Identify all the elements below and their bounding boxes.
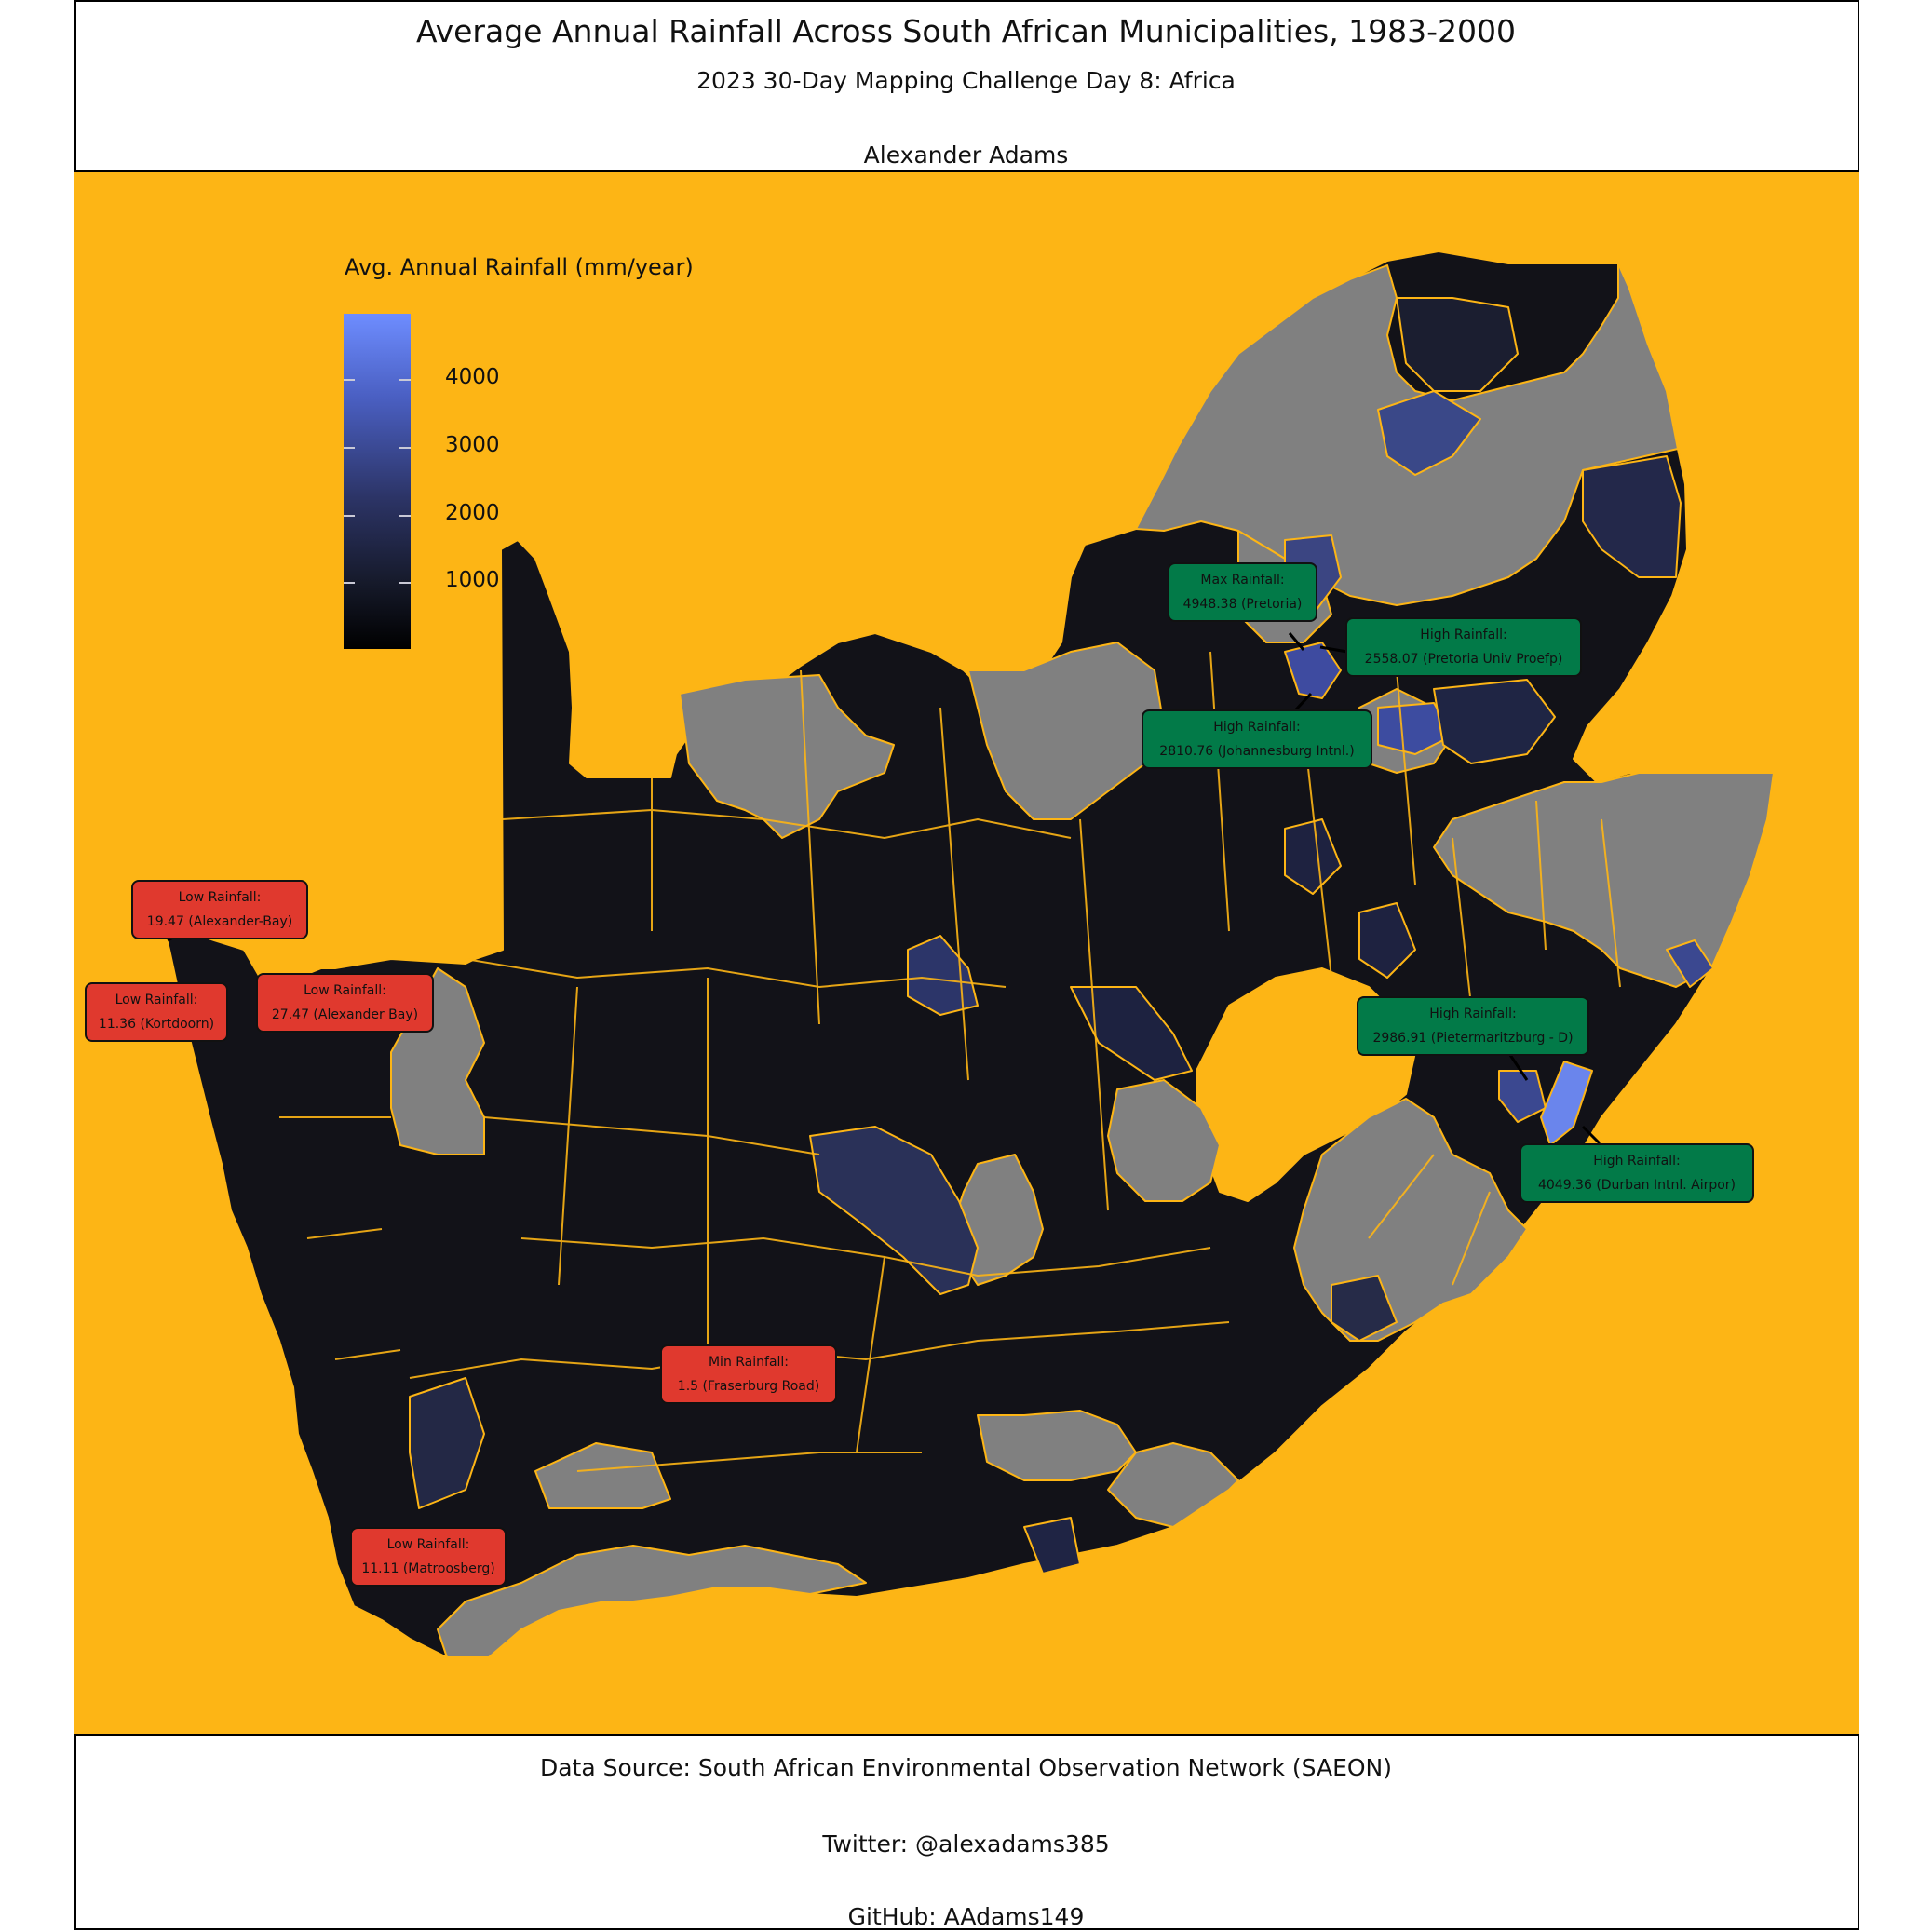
region-ekurhuleni — [1377, 702, 1453, 755]
leader-johannesburg — [1294, 692, 1313, 711]
map-title: Average Annual Rainfall Across South Afr… — [415, 13, 1517, 49]
region-johannesburg — [1284, 642, 1342, 699]
callout-heading: Min Rainfall: — [708, 1355, 790, 1370]
callout-high-pietermaritzburg: High Rainfall: 2986.91 (Pietermaritzburg… — [1357, 996, 1589, 1056]
caption-data-source: Data Source: South African Environmental… — [539, 1754, 1393, 1781]
region-eastern-cape-east — [1331, 1275, 1398, 1342]
region-pietermaritzburg — [1498, 1070, 1547, 1123]
callout-heading: High Rainfall: — [1593, 1154, 1681, 1169]
callout-value: 11.11 (Matroosberg) — [361, 1561, 495, 1576]
callout-heading: Low Rainfall: — [386, 1537, 470, 1552]
region-ne-limpopo — [1396, 297, 1519, 392]
callout-heading: Low Rainfall: — [304, 983, 386, 998]
leader-pretoria-proefp — [1319, 645, 1348, 654]
legend-label-3000: 3000 — [445, 433, 500, 457]
callout-heading: Low Rainfall: — [115, 993, 198, 1007]
region-garden-route-blue — [1023, 1517, 1081, 1574]
legend-tick — [344, 582, 355, 584]
legend-tick — [399, 379, 411, 381]
legend-label-4000: 4000 — [445, 365, 500, 389]
caption-twitter: Twitter: @alexadams385 — [822, 1831, 1110, 1858]
region-karoo-blue — [809, 1126, 979, 1295]
callout-low-alexander-bay: Low Rainfall: 19.47 (Alexander-Bay) — [131, 880, 308, 939]
legend-tick — [344, 379, 355, 381]
leader-pietermaritzburg — [1506, 1051, 1529, 1081]
callout-value: 27.47 (Alexander Bay) — [271, 1007, 419, 1022]
legend-tick — [399, 447, 411, 449]
callout-heading: High Rainfall: — [1429, 1007, 1517, 1021]
callout-high-johannesburg: High Rainfall: 2810.76 (Johannesburg Int… — [1142, 709, 1372, 769]
callout-low-alexander-bay-2: Low Rainfall: 27.47 (Alexander Bay) — [256, 973, 434, 1033]
region-nodata-ec-coast — [1107, 1442, 1239, 1528]
callout-value: 1.5 (Fraserburg Road) — [677, 1379, 820, 1394]
legend-title: Avg. Annual Rainfall (mm/year) — [345, 254, 694, 280]
legend-tick — [344, 447, 355, 449]
callout-value: 4948.38 (Pretoria) — [1182, 597, 1303, 612]
region-nodata-freestate — [1107, 1079, 1221, 1202]
region-northern-cape-blue — [907, 935, 979, 1016]
region-mpumalanga-east — [1582, 455, 1682, 578]
region-durban — [1540, 1061, 1593, 1146]
legend-tick — [399, 515, 411, 517]
leader-pretoria-max — [1288, 632, 1305, 651]
region-nodata-wc-inland — [534, 1442, 671, 1509]
legend-label-1000: 1000 — [445, 568, 500, 592]
callout-value: 4049.36 (Durban Intnl. Airpor) — [1537, 1178, 1736, 1193]
callout-high-pretoria-proefp: High Rainfall: 2558.07 (Pretoria Univ Pr… — [1345, 617, 1582, 677]
callout-low-matroosberg: Low Rainfall: 11.11 (Matroosberg) — [350, 1527, 507, 1587]
region-kzn-inland — [1433, 679, 1556, 764]
callout-heading: Low Rainfall: — [178, 890, 262, 905]
region-ec-blue — [1358, 902, 1416, 979]
callout-low-kortdoorn: Low Rainfall: 11.36 (Kortdoorn) — [85, 982, 228, 1042]
region-kzn-coast-blue — [1666, 939, 1714, 988]
callout-max-pretoria: Max Rainfall: 4948.38 (Pretoria) — [1168, 562, 1317, 622]
caption-github: GitHub: AAdams149 — [847, 1903, 1085, 1930]
author-name: Alexander Adams — [863, 142, 1069, 169]
legend-tick — [344, 515, 355, 517]
callout-heading: High Rainfall: — [1213, 720, 1301, 735]
region-nodata-ne-cape — [679, 674, 895, 839]
callout-value: 2986.91 (Pietermaritzburg - D) — [1372, 1031, 1574, 1046]
legend-colorbar — [344, 314, 411, 649]
legend-label-2000: 2000 — [445, 501, 500, 525]
callout-value: 2558.07 (Pretoria Univ Proefp) — [1364, 652, 1563, 667]
leader-durban — [1581, 1125, 1601, 1145]
callout-heading: Max Rainfall: — [1200, 573, 1285, 588]
callout-value: 2810.76 (Johannesburg Intnl.) — [1159, 744, 1355, 759]
region-freestate-blue — [1284, 818, 1342, 895]
callout-min-fraserburg-road: Min Rainfall: 1.5 (Fraserburg Road) — [660, 1344, 837, 1404]
map-subtitle: 2023 30-Day Mapping Challenge Day 8: Afr… — [696, 67, 1236, 94]
region-nodata-ec-south — [977, 1410, 1137, 1481]
region-freestate-east — [1070, 986, 1193, 1081]
callout-high-durban: High Rainfall: 4049.36 (Durban Intnl. Ai… — [1520, 1143, 1754, 1203]
region-nodata-garden-route — [437, 1545, 867, 1658]
legend-tick — [399, 582, 411, 584]
callout-heading: High Rainfall: — [1420, 628, 1507, 642]
callout-value: 11.36 (Kortdoorn) — [98, 1017, 215, 1032]
callout-value: 19.47 (Alexander-Bay) — [146, 914, 293, 929]
region-overberg-blue — [409, 1377, 485, 1509]
